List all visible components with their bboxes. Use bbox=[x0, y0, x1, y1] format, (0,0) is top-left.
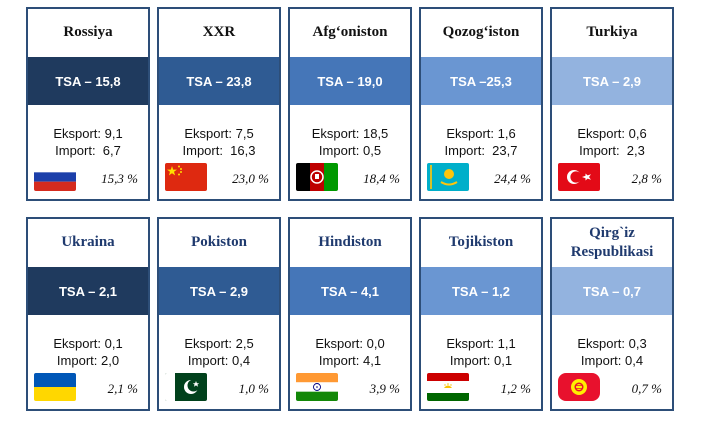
russia-flag-icon bbox=[34, 163, 76, 191]
tsa-band: TSA – 2,1 bbox=[28, 267, 148, 315]
country-name: Turkiya bbox=[586, 24, 638, 40]
share-percent: 18,4 % bbox=[363, 171, 400, 186]
country-card-afghanistan: Afg‘oniston TSA – 19,0 Eksport: 18,5 Imp… bbox=[288, 7, 412, 201]
country-name: Pokiston bbox=[191, 234, 247, 250]
tsa-band: TSA – 2,9 bbox=[552, 57, 672, 105]
afghanistan-flag-icon bbox=[296, 163, 338, 191]
trade-values: Eksport: 1,1 Import: 0,1 bbox=[421, 335, 541, 369]
export-value: Eksport: 0,6 bbox=[577, 126, 647, 141]
export-value: Eksport: 7,5 bbox=[184, 126, 254, 141]
import-value: Import: 6,7 bbox=[55, 143, 121, 158]
import-value: Import: 23,7 bbox=[444, 143, 518, 158]
country-card-tajikistan: Tojikiston TSA – 1,2 Eksport: 1,1 Import… bbox=[419, 217, 543, 411]
share-percent: 2,1 % bbox=[107, 381, 138, 396]
country-card-india: Hindiston TSA – 4,1 Eksport: 0,0 Import:… bbox=[288, 217, 412, 411]
tajikistan-flag-icon bbox=[427, 373, 469, 401]
tsa-band: TSA – 1,2 bbox=[421, 267, 541, 315]
import-value: Import: 0,4 bbox=[187, 353, 251, 368]
country-name: Hindiston bbox=[318, 234, 382, 250]
china-flag-icon bbox=[165, 163, 207, 191]
share-percent: 24,4 % bbox=[494, 171, 531, 186]
trade-values: Eksport: 0,0 Import: 4,1 bbox=[290, 335, 410, 369]
trade-values: Eksport: 18,5 Import: 0,5 bbox=[290, 125, 410, 159]
export-value: Eksport: 0,3 bbox=[577, 336, 647, 351]
kazakhstan-flag-icon bbox=[427, 163, 469, 191]
import-value: Import: 2,3 bbox=[579, 143, 645, 158]
pakistan-flag-icon bbox=[165, 373, 207, 401]
country-name: Qozog‘iston bbox=[442, 24, 520, 40]
tsa-band: TSA – 15,8 bbox=[28, 57, 148, 105]
tsa-band: TSA – 0,7 bbox=[552, 267, 672, 315]
country-name: Tojikiston bbox=[448, 234, 514, 250]
export-value: Eksport: 1,6 bbox=[446, 126, 516, 141]
share-percent: 0,7 % bbox=[631, 381, 662, 396]
export-value: Eksport: 2,5 bbox=[184, 336, 254, 351]
country-card-pakistan: Pokiston TSA – 2,9 Eksport: 2,5 Import: … bbox=[157, 217, 281, 411]
country-card-ukraine: Ukraina TSA – 2,1 Eksport: 0,1 Import: 2… bbox=[26, 217, 150, 411]
turkey-flag-icon bbox=[558, 163, 600, 191]
country-card-russia: Rossiya TSA – 15,8 Eksport: 9,1 Import: … bbox=[26, 7, 150, 201]
export-value: Eksport: 1,1 bbox=[446, 336, 516, 351]
trade-values: Eksport: 7,5 Import: 16,3 bbox=[159, 125, 279, 159]
import-value: Import: 2,0 bbox=[56, 353, 120, 368]
trade-values: Eksport: 2,5 Import: 0,4 bbox=[159, 335, 279, 369]
export-value: Eksport: 0,0 bbox=[315, 336, 385, 351]
trade-values: Eksport: 9,1 Import: 6,7 bbox=[28, 125, 148, 159]
tsa-band: TSA – 19,0 bbox=[290, 57, 410, 105]
country-card-kyrgyzstan: Qirg`iz Respublikasi TSA – 0,7 Eksport: … bbox=[550, 217, 674, 411]
import-value: Import: 16,3 bbox=[182, 143, 256, 158]
country-name: Ukraina bbox=[61, 234, 115, 250]
country-card-kazakhstan: Qozog‘iston TSA –25,3 Eksport: 1,6 Impor… bbox=[419, 7, 543, 201]
import-value: Import: 0,5 bbox=[318, 143, 382, 158]
trade-values: Eksport: 0,3 Import: 0,4 bbox=[552, 335, 672, 369]
share-percent: 23,0 % bbox=[232, 171, 269, 186]
india-flag-icon bbox=[296, 373, 338, 401]
share-percent: 1,0 % bbox=[238, 381, 269, 396]
share-percent: 3,9 % bbox=[369, 381, 400, 396]
export-value: Eksport: 0,1 bbox=[53, 336, 123, 351]
tsa-band: TSA – 4,1 bbox=[290, 267, 410, 315]
ukraine-flag-icon bbox=[34, 373, 76, 401]
import-value: Import: 4,1 bbox=[318, 353, 382, 368]
share-percent: 15,3 % bbox=[101, 171, 138, 186]
export-value: Eksport: 18,5 bbox=[311, 126, 389, 141]
share-percent: 1,2 % bbox=[500, 381, 531, 396]
import-value: Import: 0,4 bbox=[580, 353, 644, 368]
tsa-band: TSA – 2,9 bbox=[159, 267, 279, 315]
country-name: Rossiya bbox=[63, 24, 113, 40]
country-card-turkey: Turkiya TSA – 2,9 Eksport: 0,6 Import: 2… bbox=[550, 7, 674, 201]
tsa-band: TSA – 23,8 bbox=[159, 57, 279, 105]
tsa-band: TSA –25,3 bbox=[421, 57, 541, 105]
import-value: Import: 0,1 bbox=[449, 353, 513, 368]
trade-values: Eksport: 1,6 Import: 23,7 bbox=[421, 125, 541, 159]
kyrgyzstan-flag-icon bbox=[558, 373, 600, 401]
country-card-china: XXR TSA – 23,8 Eksport: 7,5 Import: 16,3… bbox=[157, 7, 281, 201]
trade-values: Eksport: 0,6 Import: 2,3 bbox=[552, 125, 672, 159]
export-value: Eksport: 9,1 bbox=[53, 126, 123, 141]
country-name: Afg‘oniston bbox=[312, 24, 388, 40]
country-name: Qirg`iz Respublikasi bbox=[570, 224, 654, 260]
trade-values: Eksport: 0,1 Import: 2,0 bbox=[28, 335, 148, 369]
share-percent: 2,8 % bbox=[631, 171, 662, 186]
country-name: XXR bbox=[202, 24, 236, 40]
